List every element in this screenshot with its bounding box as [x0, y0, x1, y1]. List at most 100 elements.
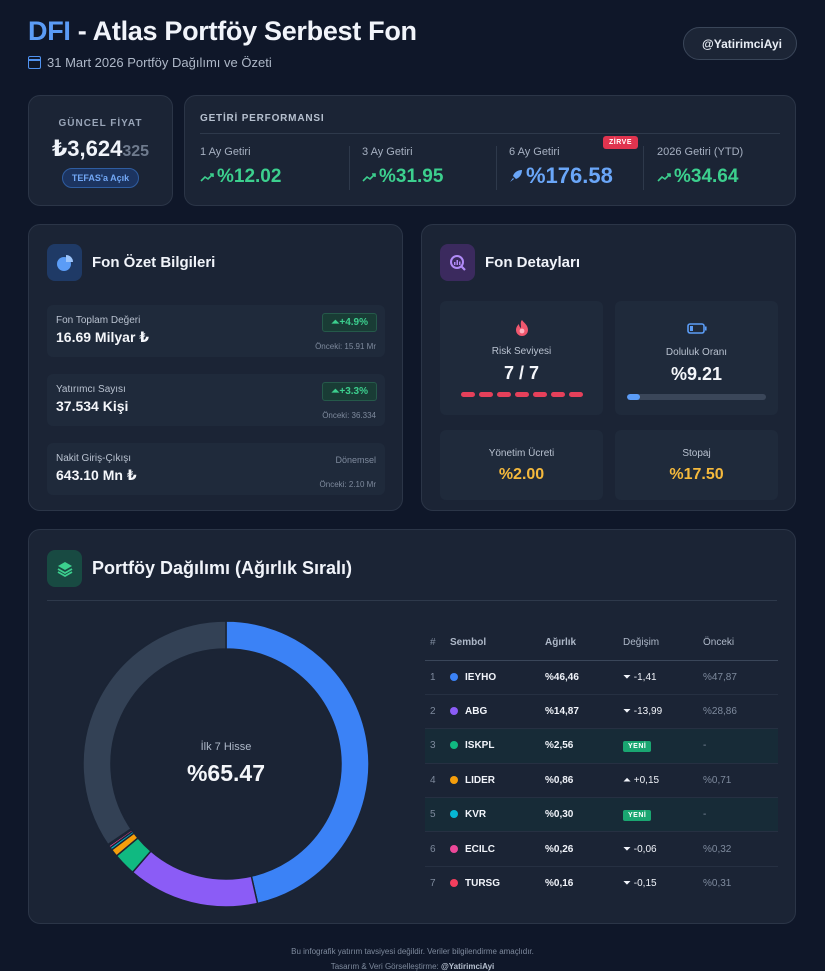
fill-value: %9.21 — [670, 364, 723, 384]
fund-name: - Atlas Portföy Serbest Fon — [70, 16, 417, 46]
withholding-tax-box: Stopaj %17.50 — [615, 430, 778, 500]
previous-value: Önceki: 36.334 — [322, 411, 376, 420]
perf-label: 6 Ay Getiri — [509, 146, 560, 158]
previous-cell: %28,86 — [703, 694, 778, 730]
new-badge: YENİ — [623, 740, 652, 752]
table-row: 6 ECILC %0,26 ⏷ -0,06 %0,32 — [425, 831, 778, 867]
row-label: Fon Toplam Değeri — [56, 315, 141, 326]
change-cell: ⏷ -0,15 — [623, 878, 657, 890]
tax-label: Stopaj — [682, 448, 711, 459]
table-row: 1 IEYHO %46,46 ⏷ -1,41 %47,87 — [425, 660, 778, 695]
portfolio-donut-chart: İlk 7 Hisse %65.47 — [81, 619, 371, 909]
subtitle-text: 31 Mart 2026 Portföy Dağılımı ve Özeti — [47, 55, 272, 70]
symbol-cell: KVR — [450, 797, 545, 833]
divider — [47, 600, 777, 601]
risk-segment — [478, 392, 493, 397]
card-header: Fon Özet Bilgileri — [47, 244, 215, 281]
perf-label: 1 Ay Getiri — [200, 146, 251, 158]
divider — [643, 146, 644, 190]
pie-chart-icon — [47, 244, 82, 281]
change-cell: ⏷ -0,06 — [623, 831, 703, 867]
price-value: ₺3,624325 — [29, 136, 172, 162]
price-decimals: 325 — [122, 143, 150, 160]
layers-icon — [47, 550, 82, 587]
fill-progress-bar — [627, 394, 640, 400]
previous-cell: %0,32 — [703, 831, 778, 867]
perf-value: %31.95 — [362, 166, 443, 188]
perf-label: 2026 Getiri (YTD) — [657, 146, 744, 158]
risk-segment — [532, 392, 547, 397]
fund-summary-card: Fon Özet Bilgileri Fon Toplam Değeri 16.… — [28, 224, 403, 511]
author-handle-button[interactable]: @YatirimciAyi — [683, 27, 797, 60]
disclaimer-text: Bu infografik yatırım tavsiyesi değildir… — [291, 947, 534, 956]
divider — [349, 146, 350, 190]
risk-segment — [460, 392, 475, 397]
performance-card: GETİRİ PERFORMANSI 1 Ay Getiri %12.02 3 … — [184, 95, 796, 206]
search-chart-icon — [440, 244, 475, 281]
rank-cell: 2 — [425, 694, 450, 730]
previous-cell: %0,31 — [703, 878, 732, 890]
previous-cell: - — [703, 797, 778, 833]
card-header: Fon Detayları — [440, 244, 580, 281]
rank-cell: 1 — [425, 660, 450, 695]
battery-icon — [686, 323, 707, 334]
previous-cell: %0,71 — [703, 763, 778, 799]
symbol-cell: ECILC — [450, 831, 545, 867]
summary-row-total-value: Fon Toplam Değeri 16.69 Milyar ₺ ⏶+4.9% … — [47, 305, 385, 357]
divider — [496, 146, 497, 190]
divider — [200, 133, 780, 134]
legend-dot — [450, 672, 458, 681]
change-cell: ⏷ -1,41 — [623, 660, 703, 695]
row-value: 643.10 Mn ₺ — [56, 467, 137, 483]
down-arrow-icon: ⏷ — [623, 671, 631, 683]
card-title: Portföy Dağılımı (Ağırlık Sıralı) — [92, 558, 353, 578]
rank-cell: 4 — [425, 763, 450, 799]
perf-item-6m: 6 Ay Getiri %176.58 — [509, 146, 613, 189]
perf-label: 3 Ay Getiri — [362, 146, 413, 158]
row-label: Yatırımcı Sayısı — [56, 384, 126, 395]
page-header: DFI - Atlas Portföy Serbest Fon 31 Mart … — [28, 16, 797, 76]
table-header-row: # Sembol Ağırlık Değişim Önceki — [425, 626, 778, 661]
symbol-cell: IEYHO — [450, 660, 545, 695]
row-value: 37.534 Kişi — [56, 398, 129, 414]
price-card: GÜNCEL FİYAT ₺3,624325 TEFAS'a Açık — [28, 95, 173, 206]
summary-row-net-flow: Nakit Giriş-Çıkışı 643.10 Mn ₺ Dönemsel … — [47, 443, 385, 495]
fill-label: Doluluk Oranı — [665, 347, 728, 358]
column-header: # — [425, 626, 450, 661]
summary-row-investors: Yatırımcı Sayısı 37.534 Kişi ⏶+3.3% Önce… — [47, 374, 385, 426]
center-value: %65.47 — [186, 760, 265, 786]
trend-up-icon — [200, 173, 214, 182]
rocket-icon — [510, 170, 522, 182]
card-title: Fon Detayları — [485, 254, 581, 271]
perf-value: %176.58 — [509, 163, 613, 189]
management-fee-box: Yönetim Ücreti %2.00 — [440, 430, 603, 500]
change-cell: YENİ — [623, 797, 703, 833]
weight-cell: %0,26 — [545, 831, 623, 867]
perf-item-3m: 3 Ay Getiri %31.95 — [362, 146, 443, 188]
weight-cell: %0,30 — [545, 797, 623, 833]
weight-cell: %14,87 — [545, 694, 623, 730]
previous-cell: %47,87 — [703, 660, 778, 695]
symbol-cell: TURSG — [450, 866, 545, 900]
rank-cell: 7 — [430, 878, 436, 890]
table-row: 7 TURSG %0,16 ⏷ -0,15 %0,31 — [425, 866, 778, 900]
calendar-icon — [28, 56, 41, 69]
holdings-table: # Sembol Ağırlık Değişim Önceki 1 IEYHO … — [425, 626, 778, 901]
weight-cell: %0,86 — [545, 763, 623, 799]
page-subtitle: 31 Mart 2026 Portföy Dağılımı ve Özeti — [28, 55, 797, 70]
table-row: 3 ISKPL %2,56 YENİ - — [425, 728, 778, 764]
previous-cell: - — [703, 728, 778, 764]
weight-cell: %46,46 — [545, 660, 623, 695]
perf-value: %12.02 — [200, 166, 281, 188]
weight-cell: %2,56 — [545, 728, 623, 764]
risk-level-box: Risk Seviyesi 7 / 7 — [440, 301, 603, 415]
previous-value: Önceki: 2.10 Mr — [319, 480, 376, 489]
down-arrow-icon: ⏷ — [623, 843, 631, 855]
card-header: Portföy Dağılımı (Ağırlık Sıralı) — [47, 550, 352, 587]
risk-label: Risk Seviyesi — [491, 346, 552, 357]
row-label: Nakit Giriş-Çıkışı — [56, 453, 131, 464]
row-value: 16.69 Milyar ₺ — [56, 329, 150, 345]
symbol-cell: ISKPL — [450, 728, 545, 764]
column-header: Değişim — [623, 626, 703, 661]
donut-svg — [82, 620, 370, 908]
